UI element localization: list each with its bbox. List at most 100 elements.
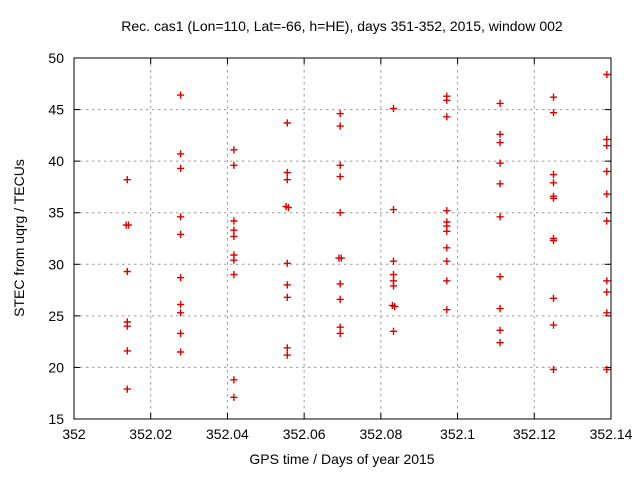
data-point-marker (389, 271, 398, 279)
data-point-marker (603, 142, 611, 150)
data-point-marker (549, 365, 558, 374)
data-point-marker (283, 351, 291, 359)
data-point-marker (496, 139, 504, 147)
data-point-marker (177, 164, 185, 172)
y-axis-label: STEC from uqrg / TECUs (11, 159, 27, 317)
data-point-marker (443, 306, 451, 314)
data-point-marker (230, 393, 238, 401)
data-point-marker (549, 179, 558, 187)
data-point-marker (230, 256, 238, 264)
data-point-marker (336, 295, 344, 303)
data-point-marker (283, 259, 291, 267)
x-tick-label: 352.02 (129, 426, 172, 442)
grid-lines (74, 58, 611, 419)
y-tick-label: 35 (48, 205, 64, 221)
data-point-marker (443, 244, 451, 252)
data-point-marker (443, 96, 451, 104)
y-tick-label: 15 (48, 411, 64, 427)
axis-tick-marks (73, 57, 612, 420)
data-point-marker (496, 326, 504, 334)
data-point-marker (603, 167, 611, 176)
data-point-marker (496, 305, 504, 313)
data-point-marker (283, 293, 291, 301)
data-point-marker (549, 109, 558, 117)
y-tick-labels: 15 20 25 30 35 40 45 50 (48, 50, 64, 427)
data-point-marker (177, 274, 185, 282)
data-point-marker (496, 273, 504, 281)
data-point-marker (603, 365, 611, 374)
data-point-marker (389, 327, 398, 335)
data-point-marker (230, 161, 238, 169)
data-point-marker (496, 130, 504, 138)
data-point-marker (549, 93, 558, 101)
data-point-marker (230, 232, 238, 240)
data-point-marker (549, 194, 558, 202)
data-point-marker (283, 344, 291, 352)
data-point-marker (496, 159, 504, 167)
data-point-marker (336, 280, 344, 288)
data-point-marker (230, 146, 238, 154)
data-point-marker (336, 323, 344, 331)
data-point-marker (123, 385, 131, 393)
data-point-marker (603, 288, 611, 296)
x-tick-label: 352.06 (283, 426, 326, 442)
data-point-marker (336, 110, 344, 118)
data-point-marker (389, 257, 398, 265)
data-point-marker (603, 70, 611, 79)
x-axis-label: GPS time / Days of year 2015 (249, 451, 434, 467)
plot-border (73, 57, 612, 420)
data-point-marker (177, 91, 185, 99)
data-point-marker (389, 104, 398, 113)
data-point-marker (284, 204, 292, 212)
data-point-marker (389, 206, 398, 214)
x-tick-label: 352.1 (440, 426, 475, 442)
chart-title: Rec. cas1 (Lon=110, Lat=-66, h=HE), days… (121, 18, 563, 34)
data-points (122, 70, 611, 401)
data-point-marker (230, 217, 238, 225)
data-point-marker (549, 321, 558, 329)
x-tick-label: 352.04 (206, 426, 249, 442)
data-point-marker (496, 339, 504, 347)
y-tick-label: 30 (48, 256, 64, 272)
data-point-marker (123, 267, 131, 276)
data-point-marker (443, 207, 451, 215)
data-point-marker (336, 209, 344, 217)
x-tick-label: 352.08 (359, 426, 402, 442)
y-tick-label: 25 (48, 308, 64, 324)
data-point-marker (177, 329, 185, 337)
data-point-marker (283, 176, 291, 184)
data-point-marker (230, 271, 238, 279)
data-point-marker (336, 173, 344, 181)
data-point-marker (283, 281, 291, 289)
data-point-marker (177, 300, 185, 309)
data-point-marker (283, 119, 291, 127)
x-tick-label: 352.12 (513, 426, 556, 442)
data-point-marker (123, 347, 131, 355)
data-point-marker (496, 213, 504, 221)
data-point-marker (549, 294, 558, 302)
data-point-marker (123, 176, 131, 184)
data-point-marker (443, 227, 451, 235)
data-point-marker (443, 277, 451, 285)
data-point-marker (549, 171, 558, 179)
data-point-marker (603, 217, 611, 225)
data-point-marker (177, 309, 185, 317)
data-point-marker (177, 230, 185, 238)
data-point-marker (177, 150, 185, 158)
data-point-marker (336, 161, 344, 169)
data-point-marker (549, 237, 558, 245)
x-tick-label: 352.14 (590, 426, 633, 442)
data-point-marker (443, 257, 451, 265)
data-point-marker (603, 309, 611, 317)
data-point-marker (283, 168, 291, 177)
data-point-marker (603, 277, 611, 285)
x-tick-label: 352 (62, 426, 86, 442)
y-tick-label: 40 (48, 153, 64, 169)
x-tick-labels: 352 352.02 352.04 352.06 352.08 352.1 352.12 35… (62, 426, 632, 442)
data-point-marker (337, 254, 345, 262)
data-point-marker (124, 221, 133, 229)
data-point-marker (603, 135, 611, 144)
y-tick-label: 20 (48, 359, 64, 375)
